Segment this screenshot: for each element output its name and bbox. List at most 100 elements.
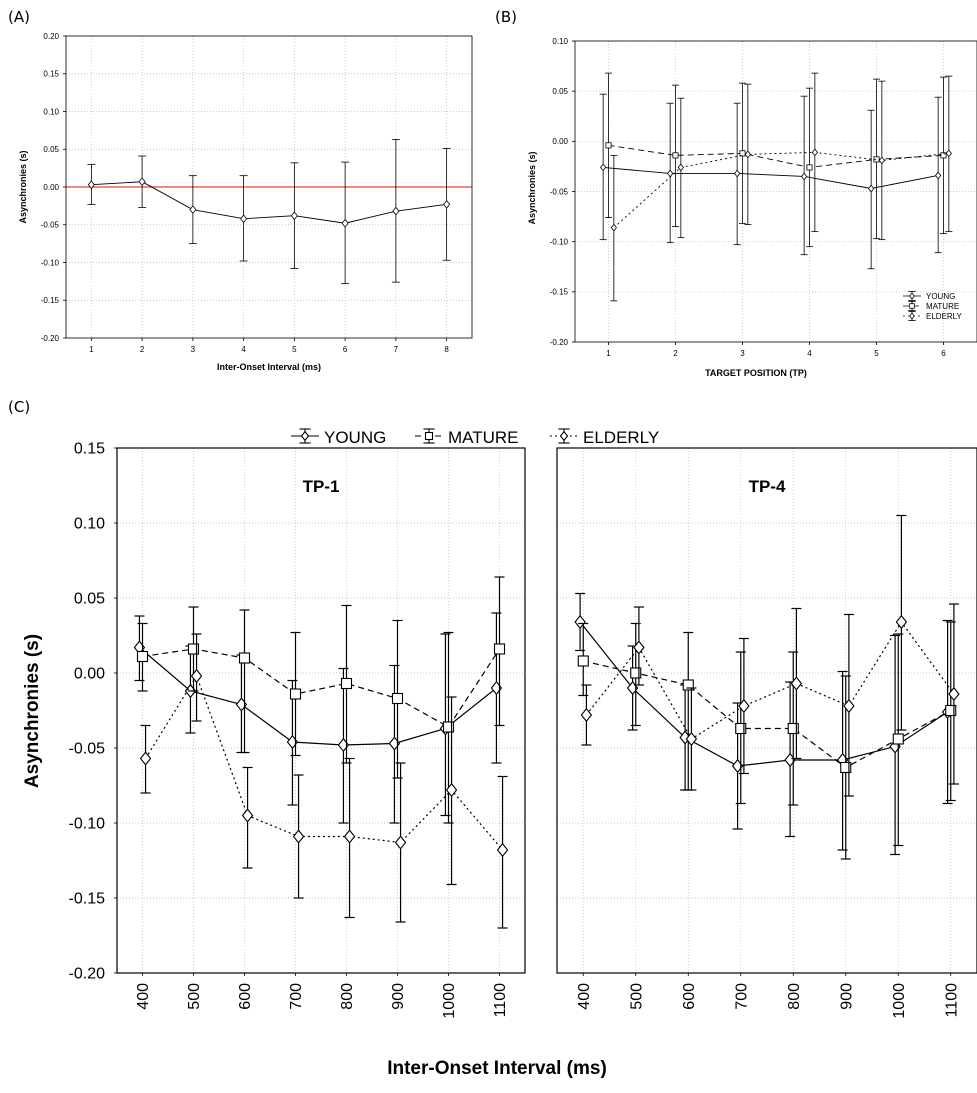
- chart-a-xtick-label: 5: [292, 345, 297, 354]
- chart-c-tp-4-series-elderly-point: [843, 698, 855, 714]
- chart-b-xlabel: TARGET POSITION (TP): [705, 368, 807, 378]
- chart-b-series-elderly-line: [613, 151, 949, 228]
- chart-b-series-young-point: [801, 172, 808, 181]
- chart-c-tp-1-xtick-label: 600: [237, 983, 254, 1010]
- chart-c-tp-4-series-mature-point: [945, 704, 957, 717]
- chart-b-xtick-label: 4: [807, 349, 812, 358]
- chart-c-legend-young-marker: [300, 430, 310, 442]
- chart-a-series-0-point: [240, 214, 248, 224]
- chart-c-tp-1-xtick-label: 700: [288, 983, 305, 1010]
- chart-c-tp-4-series-elderly: [580, 514, 960, 797]
- chart-c-legend-label: ELDERLY: [583, 428, 659, 447]
- chart-b-ytick-label: -0.05: [550, 187, 569, 196]
- chart-c-tp-1-ytick-label: -0.20: [69, 966, 106, 983]
- chart-b-xtick-label: 5: [874, 349, 879, 358]
- chart-b-ylabel: Asynchronies (s): [527, 151, 537, 224]
- chart-c-panel-title: TP-1: [303, 477, 340, 496]
- chart-c-tp-1-series-elderly-point: [190, 668, 203, 684]
- chart-b-legend-label: YOUNG: [926, 292, 955, 301]
- chart-c-tp-1-xtick-label: 400: [135, 983, 152, 1010]
- chart-c-tp-1-series-mature-point: [391, 692, 404, 705]
- chart-a-ytick-label: 0.15: [43, 70, 59, 79]
- chart-b-legend-young-marker: [909, 292, 915, 300]
- chart-c-legend: YOUNG MATURE ELDERLY: [291, 428, 659, 447]
- chart-a-ytick-label: 0.00: [43, 183, 59, 192]
- chart-c-legend-mature-marker: [424, 431, 434, 441]
- chart-c-tp-1-ytick-label: 0.10: [74, 516, 105, 533]
- chart-b-series-young-point: [600, 163, 607, 172]
- chart-a-xtick-label: 2: [140, 345, 145, 354]
- chart-b-series-mature-point: [806, 164, 813, 171]
- chart-a-series-0-point: [189, 205, 197, 215]
- chart-c-xlabel: Inter-Onset Interval (ms): [387, 1058, 607, 1079]
- chart-a-series-0-point: [87, 180, 95, 190]
- chart-c-tp-4-series-elderly-point: [790, 676, 803, 691]
- chart-c-tp-4-series-elderly-point: [895, 614, 908, 630]
- panel-label-a: (A): [8, 8, 30, 26]
- chart-c-tp-4-series-mature-point: [840, 761, 852, 774]
- chart-c-tp-4-xtick-label: 1100: [943, 983, 960, 1018]
- chart-c-tp-1-xtick-label: 500: [186, 983, 203, 1010]
- chart-c-tp-4-xtick-label: 700: [733, 983, 750, 1010]
- chart-c-tp-4-series-elderly-point: [633, 640, 645, 655]
- chart-c-tp-1-series-elderly-point: [241, 808, 254, 823]
- chart-c-tp-4-series-elderly-point: [580, 707, 593, 723]
- chart-c-tp-4-series-mature-point: [630, 667, 642, 679]
- chart-b-ytick-label: 0.10: [552, 37, 568, 46]
- chart-c-tp-4-series-elderly-point: [685, 731, 698, 747]
- chart-a-ytick-label: -0.10: [41, 258, 60, 267]
- chart-c-tp-1-series-elderly-point: [445, 782, 458, 798]
- chart-b-ytick-label: 0.00: [552, 137, 568, 146]
- chart-c-tp-1-series-mature-point: [442, 721, 455, 733]
- chart-a-series-0-point: [290, 211, 298, 221]
- chart-c-tp-1-series-mature-line: [142, 648, 501, 728]
- chart-c-tp-1-series-young-line: [139, 647, 497, 746]
- chart-c-tp-4-series-elderly-line: [585, 620, 955, 740]
- chart-a-xtick-label: 4: [241, 345, 246, 354]
- chart-c-tp-1-series-elderly-point: [292, 829, 305, 844]
- chart-b-xtick-label: 3: [740, 349, 745, 358]
- chart-c: 0.15 0.10 0.05 0.00 -0.05 -0.10 -0.15 -0.20 400 5…: [22, 428, 977, 1079]
- chart-a-ytick-label: 0.05: [43, 145, 59, 154]
- chart-b-series-elderly: [610, 72, 953, 302]
- chart-c-tp-1-series-mature-point: [289, 688, 302, 700]
- chart-c-legend-label: YOUNG: [324, 428, 386, 447]
- chart-a-ytick-label: -0.05: [41, 221, 60, 230]
- chart-b-legend-mature-marker: [909, 303, 915, 309]
- chart-b-series-elderly-point: [878, 156, 885, 165]
- chart-c-tp-1-series-elderly: [139, 633, 509, 929]
- chart-a-ytick-label: 0.10: [43, 107, 59, 116]
- chart-c-tp-4-xtick-label: 800: [786, 983, 803, 1010]
- chart-b-series-elderly-point: [945, 149, 952, 158]
- chart-a-ytick-label: -0.15: [41, 296, 60, 305]
- chart-b-series-young-line: [603, 166, 939, 189]
- chart-b: 0.10 0.05 0.00 -0.05 -0.10 -0.15 -0.20 1 2 3 4 5 6 TA…: [527, 37, 977, 378]
- chart-a-series-0-point: [341, 218, 349, 228]
- chart-a-xtick-label: 6: [343, 345, 348, 354]
- chart-b-xtick-label: 2: [673, 349, 678, 358]
- chart-c-tp-4-xtick-label: 1000: [891, 983, 908, 1019]
- chart-c-legend-label: MATURE: [448, 428, 519, 447]
- chart-b-ytick-label: -0.10: [550, 237, 569, 246]
- chart-b-series-mature-point: [605, 142, 612, 149]
- chart-b-series-young-point: [734, 169, 741, 178]
- chart-b-series-mature-point: [873, 156, 880, 163]
- panel-label-b: (B): [495, 8, 517, 26]
- chart-c-tp-4-series-mature-point: [682, 679, 694, 691]
- chart-a-xtick-label: 3: [191, 345, 196, 354]
- chart-b-ytick-label: -0.15: [550, 288, 569, 297]
- chart-c-tp-1-plot-frame: [116, 447, 526, 974]
- chart-b-series-mature-point: [739, 150, 746, 157]
- chart-c-tp-1-ytick-label: -0.05: [69, 741, 106, 758]
- chart-b-series-young-point: [868, 184, 875, 193]
- chart-b-series-young-point: [935, 171, 942, 180]
- chart-c-tp-1-ytick-label: 0.15: [74, 441, 105, 458]
- chart-c-tp-1-xtick-label: 900: [390, 983, 407, 1010]
- chart-c-tp-1-xtick-label: 1100: [492, 983, 509, 1018]
- chart-c-tp-4-series-mature-point: [577, 655, 589, 667]
- chart-b-series-elderly-point: [610, 223, 617, 232]
- chart-b-series-elderly-point: [744, 150, 751, 159]
- chart-c-ylabel: Asynchronies (s): [22, 634, 43, 788]
